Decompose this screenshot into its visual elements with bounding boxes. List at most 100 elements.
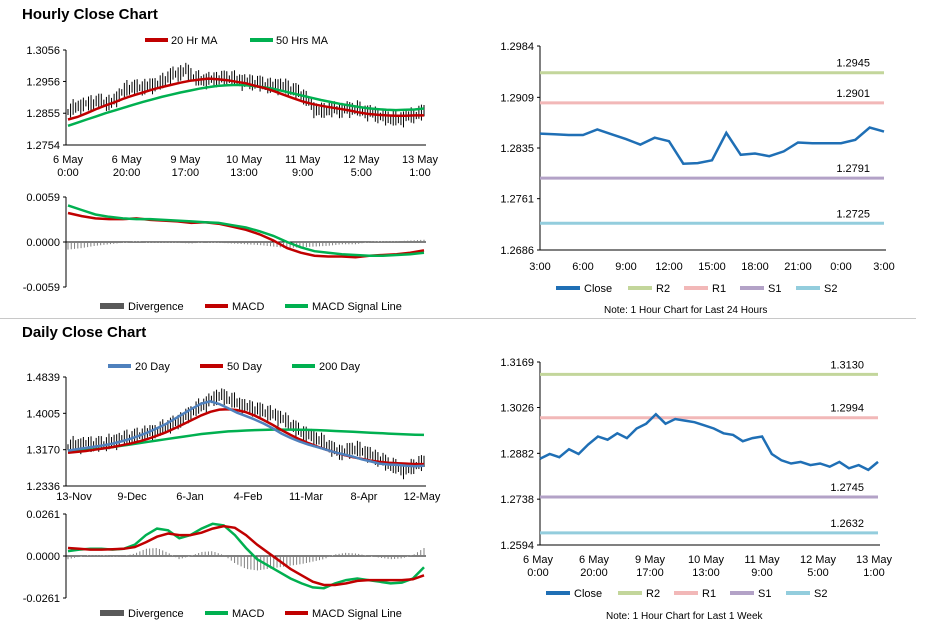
daily-macd-chart: 0.0261 0.0000 -0.0261 Divergence MACD MACD… — [23, 509, 426, 620]
legend-macd: MACD — [232, 608, 264, 620]
hourly-legend-s1: S1 — [768, 283, 781, 295]
daily-close-line — [539, 412, 879, 472]
hourly-levels-xtick-label: 9:00 — [615, 261, 636, 273]
hourly-macd-ytick-label: -0.0059 — [23, 282, 60, 294]
section-divider — [0, 318, 916, 319]
legend-200day: 200 Day — [319, 361, 360, 373]
daily-levels-chart: 1.3169 1.3026 1.2882 1.2738 1.2594 6 May 0:00… — [500, 357, 892, 622]
hourly-legend-r1: R1 — [712, 283, 726, 295]
daily-levels-ytick-label: 1.2594 — [500, 540, 534, 552]
daily-levels-legend: Close R2 R1 S1 S2 — [546, 588, 827, 600]
hourly-levels-xtick-label: 12:00 — [655, 261, 683, 273]
legend-divergence: Divergence — [128, 608, 184, 620]
legend-divergence: Divergence — [128, 301, 184, 313]
hourly-price-ytick-label: 1.2855 — [26, 108, 60, 120]
hourly-close-line — [539, 126, 885, 165]
hourly-macd-ytick-label: 0.0059 — [26, 192, 60, 204]
daily-note: Note: 1 Hour Chart for Last 1 Week — [606, 611, 764, 622]
hourly-levels-xtick-label: 18:00 — [741, 261, 769, 273]
hourly-level-label-s1: 1.2791 — [836, 163, 870, 175]
hourly-section-title: Hourly Close Chart — [22, 6, 158, 23]
daily-levels-ytick-label: 1.2882 — [500, 448, 534, 460]
daily-20day-line — [67, 400, 425, 468]
hourly-price-xtick-label: 6 May 0:00 — [53, 154, 83, 179]
hourly-price-ytick-label: 1.2956 — [26, 76, 60, 88]
hourly-macd-line — [67, 211, 425, 259]
daily-price-ytick-label: 1.4839 — [26, 372, 60, 384]
hourly-price-xtick-label: 11 May 9:00 — [285, 154, 321, 179]
daily-price-xtick-label: 8-Apr — [351, 491, 378, 503]
daily-macd-ytick-label: 0.0261 — [26, 509, 60, 521]
daily-macd-signal-line — [67, 524, 425, 587]
hourly-price-legend: 20 Hr MA 50 Hrs MA — [145, 35, 329, 47]
daily-price-ytick-label: 1.3170 — [26, 445, 60, 457]
daily-legend-r1: R1 — [702, 588, 716, 600]
hourly-price-xtick-label: 6 May 20:00 — [112, 154, 142, 179]
hourly-levels-xtick-label: 21:00 — [784, 261, 812, 273]
daily-levels-xtick-label: 9 May 17:00 — [635, 554, 665, 579]
hourly-note: Note: 1 Hour Chart for Last 24 Hours — [604, 305, 767, 316]
hourly-levels-xtick-label: 3:00 — [529, 261, 550, 273]
daily-levels-ytick-label: 1.2738 — [500, 494, 534, 506]
hourly-macd-chart: 0.0059 0.0000 -0.0059 Divergence MACD MACD… — [23, 192, 426, 313]
hourly-20hr-ma-line — [67, 77, 424, 121]
daily-legend-s1: S1 — [758, 588, 771, 600]
hourly-price-xtick-label: 13 May 1:00 — [402, 154, 439, 179]
hourly-macd-signal-line — [67, 204, 425, 257]
hourly-price-xtick-label: 12 May 5:00 — [343, 154, 380, 179]
daily-levels-xtick-label: 6 May 20:00 — [579, 554, 609, 579]
daily-levels-xtick-label: 6 May 0:00 — [523, 554, 553, 579]
daily-price-xtick-label: 13-Nov — [56, 491, 92, 503]
hourly-levels-xtick-label: 0:00 — [830, 261, 851, 273]
daily-level-label-s1: 1.2745 — [830, 482, 864, 494]
legend-20day: 20 Day — [135, 361, 170, 373]
daily-price-xtick-label: 6-Jan — [176, 491, 204, 503]
hourly-price-ytick-label: 1.2754 — [26, 140, 60, 152]
hourly-levels-legend: Close R2 R1 S1 S2 — [556, 283, 837, 295]
legend-macd-signal: MACD Signal Line — [312, 301, 402, 313]
hourly-legend-close: Close — [584, 283, 612, 295]
daily-levels-ytick-label: 1.3169 — [500, 357, 534, 369]
daily-levels-xtick-label: 12 May 5:00 — [800, 554, 837, 579]
hourly-legend-r2: R2 — [656, 283, 670, 295]
legend-50day: 50 Day — [227, 361, 262, 373]
hourly-macd-legend: Divergence MACD MACD Signal Line — [100, 301, 402, 313]
legend-macd: MACD — [232, 301, 264, 313]
hourly-macd-ytick-label: 0.0000 — [26, 237, 60, 249]
hourly-levels-ytick-label: 1.2909 — [500, 92, 534, 104]
daily-price-ytick-label: 1.4005 — [26, 408, 60, 420]
daily-price-xtick-label: 4-Feb — [234, 491, 263, 503]
daily-level-label-s2: 1.2632 — [830, 518, 864, 530]
hourly-price-chart: 20 Hr MA 50 Hrs MA 1.3056 1.2956 1.2855 1.2… — [26, 35, 438, 179]
daily-macd-ytick-label: -0.0261 — [23, 593, 60, 605]
daily-level-label-r1: 1.2994 — [830, 403, 864, 415]
hourly-levels-ytick-label: 1.2761 — [500, 194, 534, 206]
daily-price-legend: 20 Day 50 Day 200 Day — [108, 361, 360, 373]
hourly-levels-xtick-label: 3:00 — [873, 261, 894, 273]
legend-20hr-ma: 20 Hr MA — [171, 35, 218, 47]
legend-divergence-swatch — [100, 610, 124, 616]
hourly-level-label-r1: 1.2901 — [836, 88, 870, 100]
hourly-levels-xtick-label: 15:00 — [698, 261, 726, 273]
hourly-levels-ytick-label: 1.2835 — [500, 143, 534, 155]
daily-levels-xtick-label: 10 May 13:00 — [688, 554, 725, 579]
hourly-level-label-s2: 1.2725 — [836, 208, 870, 220]
legend-divergence-swatch — [100, 303, 124, 309]
daily-price-chart: 20 Day 50 Day 200 Day 1.4839 1.4005 1.3170… — [26, 361, 440, 503]
daily-section-title: Daily Close Chart — [22, 324, 147, 341]
daily-macd-legend: Divergence MACD MACD Signal Line — [100, 608, 402, 620]
daily-levels-xtick-label: 11 May 9:00 — [744, 554, 780, 579]
daily-level-label-r2: 1.3130 — [830, 359, 864, 371]
daily-levels-ytick-label: 1.3026 — [500, 403, 534, 415]
legend-macd-signal: MACD Signal Line — [312, 608, 402, 620]
daily-price-xtick-label: 9-Dec — [117, 491, 147, 503]
hourly-levels-ytick-label: 1.2984 — [500, 41, 534, 53]
daily-legend-r2: R2 — [646, 588, 660, 600]
daily-legend-s2: S2 — [814, 588, 827, 600]
hourly-levels-xtick-label: 6:00 — [572, 261, 593, 273]
hourly-levels-chart: 1.2984 1.2909 1.2835 1.2761 1.2686 3:00 6:00 9… — [500, 41, 894, 316]
daily-price-ytick-label: 1.2336 — [26, 481, 60, 493]
daily-price-xtick-label: 11-Mar — [289, 491, 323, 503]
daily-levels-xtick-label: 13 May 1:00 — [856, 554, 893, 579]
